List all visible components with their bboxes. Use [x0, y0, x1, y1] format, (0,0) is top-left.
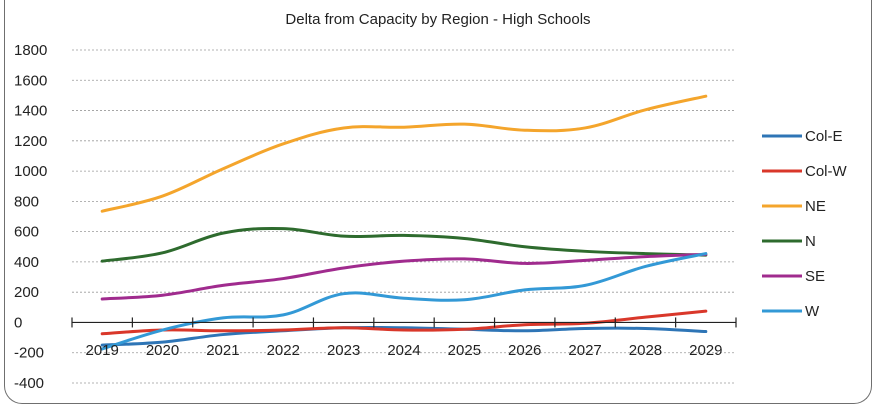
x-tick-label: 2024 — [387, 342, 420, 359]
x-tick-label: 2026 — [508, 342, 541, 359]
legend-label: W — [805, 303, 820, 320]
x-tick-label: 2021 — [206, 342, 239, 359]
y-tick-label: 1800 — [14, 42, 47, 59]
y-tick-label: 200 — [14, 284, 39, 301]
legend-label: Col-W — [805, 163, 848, 180]
x-tick-label: 2028 — [629, 342, 662, 359]
x-tick-label: 2020 — [146, 342, 179, 359]
y-tick-label: -200 — [14, 345, 44, 362]
series-lines — [100, 94, 708, 351]
x-axis-ticks: 2019 2020 2021 2022 2023 2024 2025 2026 2027 2028… — [85, 342, 722, 359]
y-tick-label: 0 — [14, 314, 22, 331]
x-tick-label: 2023 — [327, 342, 360, 359]
legend-label: SE — [805, 268, 825, 285]
y-tick-label: 600 — [14, 224, 39, 241]
y-tick-label: 800 — [14, 193, 39, 210]
y-tick-label: 1400 — [14, 103, 47, 120]
x-tick-label: 2029 — [689, 342, 722, 359]
x-tick-label: 2019 — [85, 342, 118, 359]
legend-label: Col-E — [805, 128, 843, 145]
legend-label: N — [805, 233, 816, 250]
y-tick-label: 1000 — [14, 163, 47, 180]
y-tick-label: 400 — [14, 254, 39, 271]
y-tick-label: -400 — [14, 375, 44, 392]
chart-frame — [4, 0, 872, 404]
series-line-col-e — [100, 325, 708, 347]
x-tick-label: 2022 — [267, 342, 300, 359]
series-line-w — [100, 252, 708, 351]
x-tick-label: 2025 — [448, 342, 481, 359]
x-axis — [71, 317, 737, 328]
series-line-ne — [100, 94, 708, 213]
x-tick-label: 2027 — [568, 342, 601, 359]
chart-title: Delta from Capacity by Region - High Sch… — [285, 11, 590, 28]
legend: Col-E Col-W NE N SE W — [762, 128, 848, 320]
gridlines — [72, 49, 736, 384]
y-tick-label: 1200 — [14, 133, 47, 150]
y-tick-label: 1600 — [14, 72, 47, 89]
series-line-n — [100, 226, 708, 263]
series-line-se — [100, 252, 708, 301]
series-line-col-w — [100, 309, 708, 336]
y-axis-ticks: -400 -200 0 200 400 600 800 1000 1200 1400 1600 180… — [14, 42, 47, 392]
legend-label: NE — [805, 198, 826, 215]
